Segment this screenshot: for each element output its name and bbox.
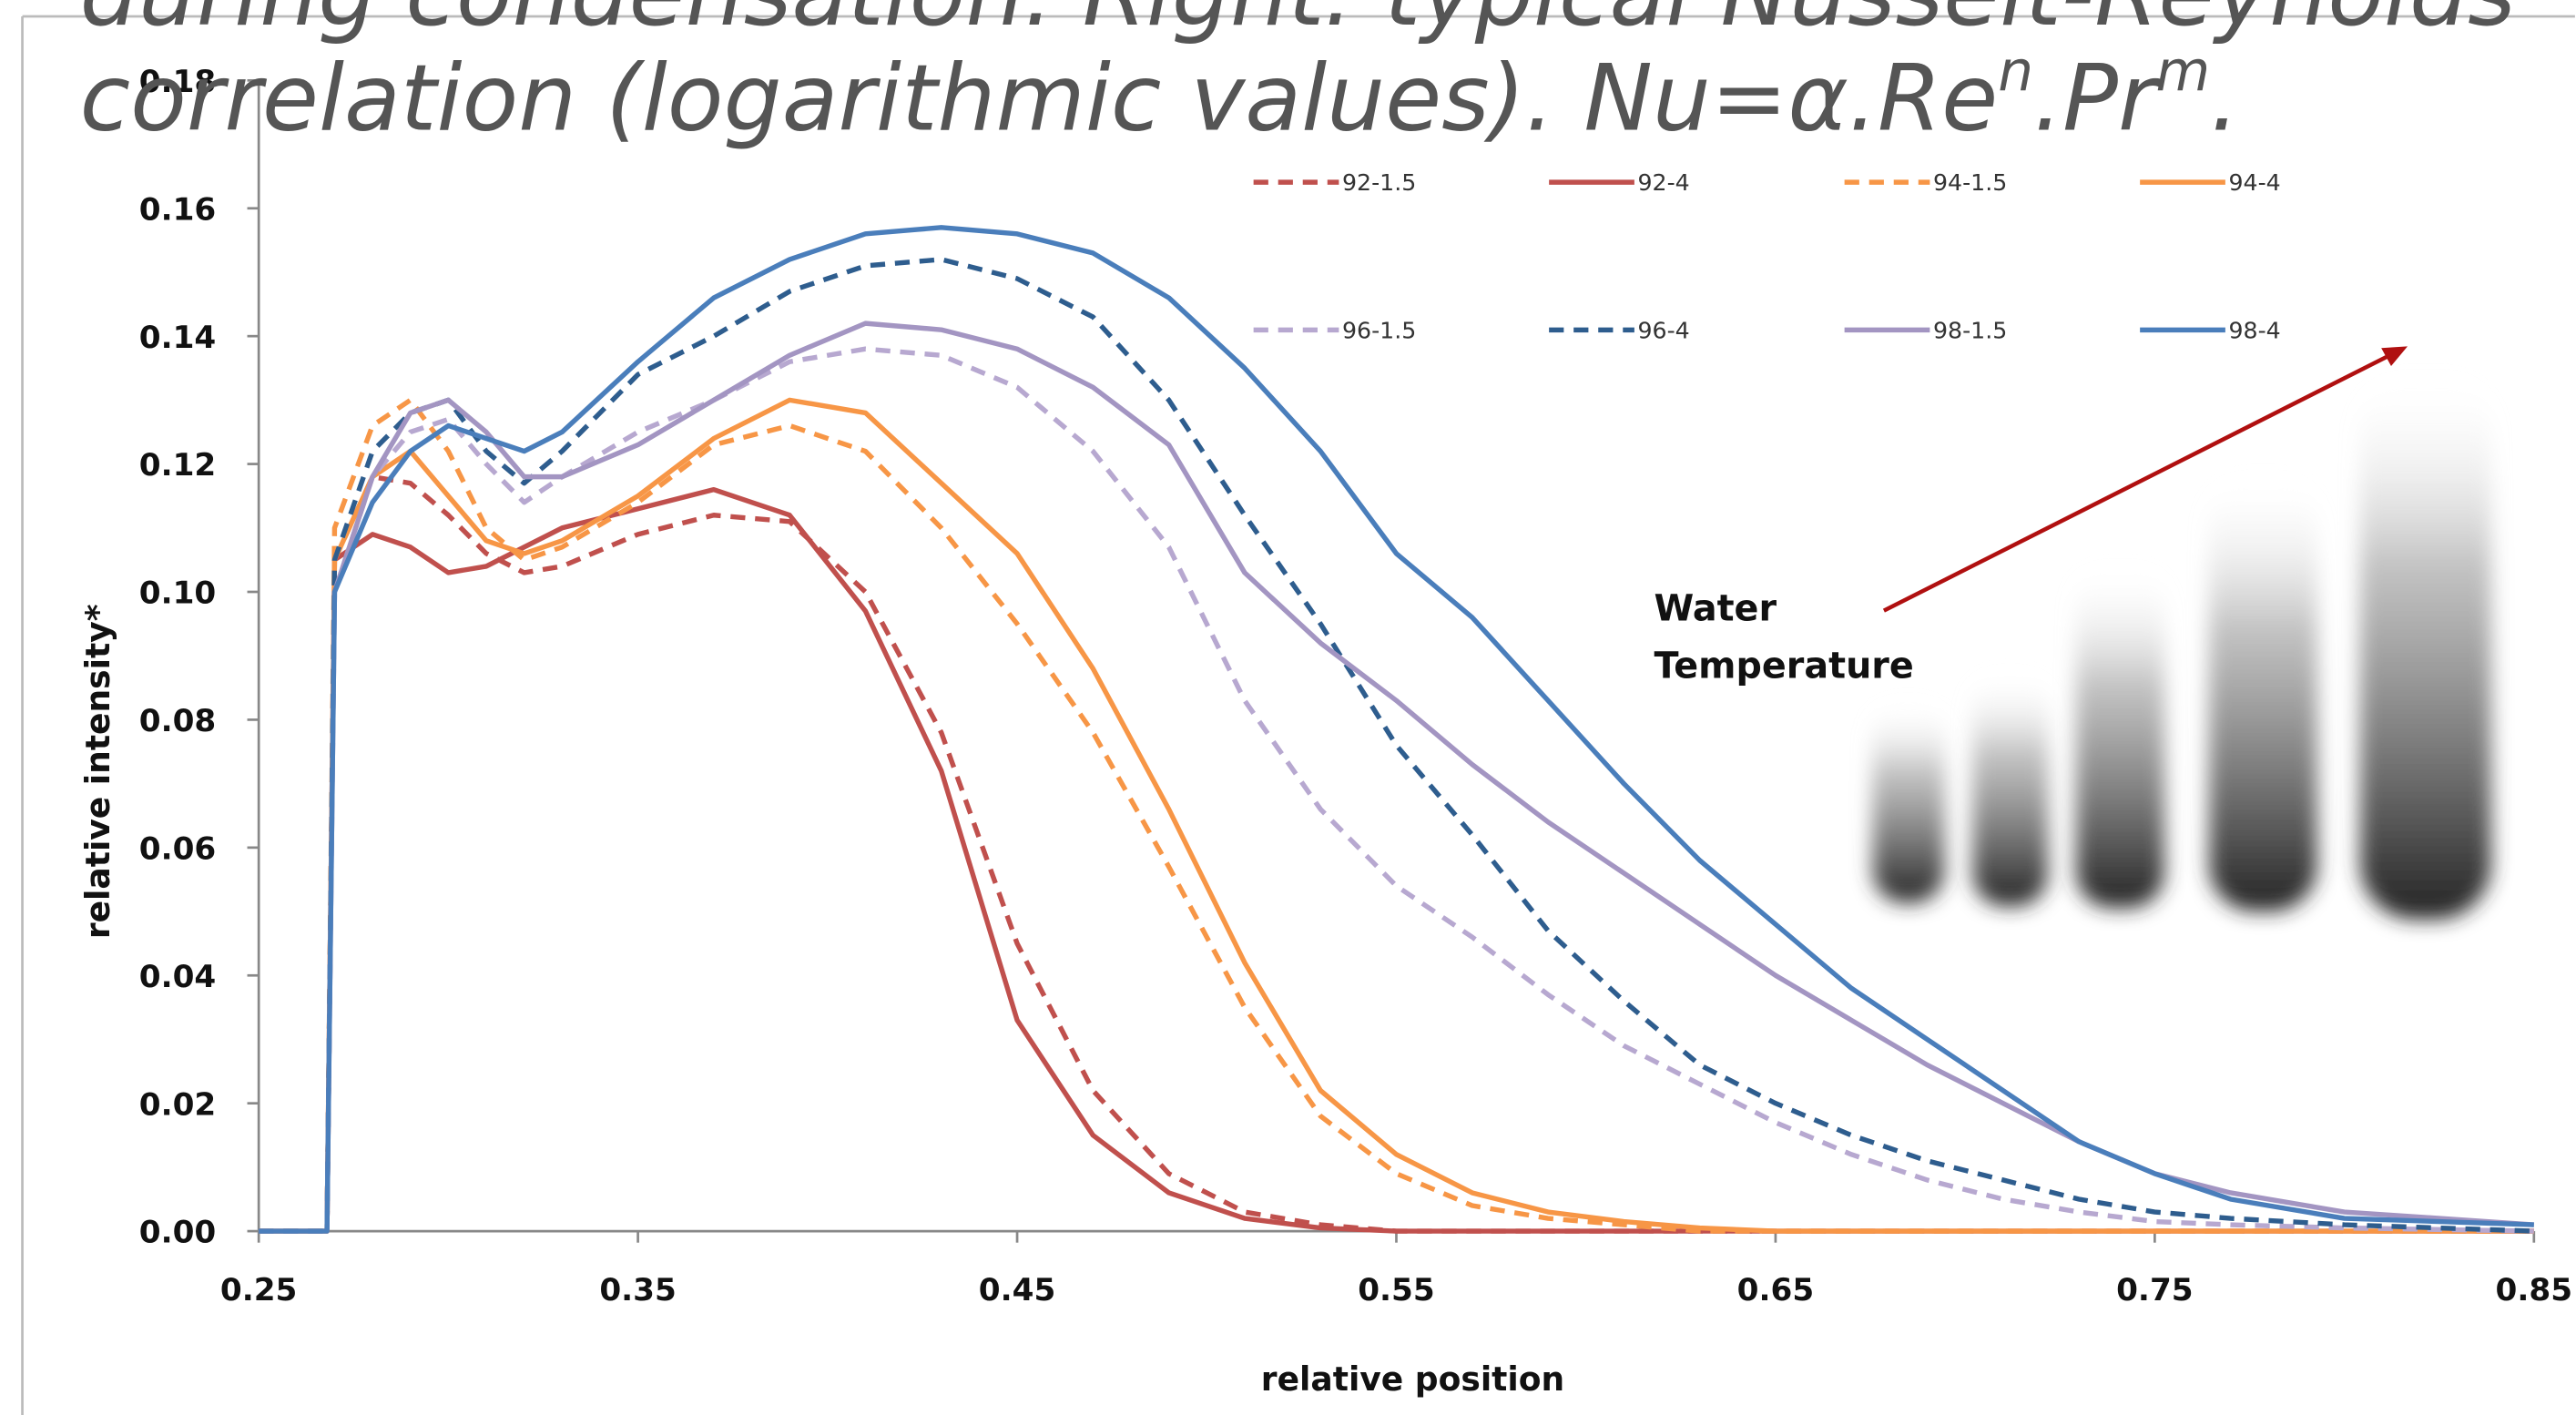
spray-image <box>1972 673 2049 907</box>
spray-image <box>2208 475 2317 911</box>
caption-superscript: n <box>1998 39 2033 104</box>
y-tick-label: 0.08 <box>139 703 217 739</box>
legend-label: 94-4 <box>2228 169 2280 196</box>
y-tick-label: 0.02 <box>139 1086 217 1123</box>
legend-label: 92-4 <box>1637 169 1689 196</box>
data-line <box>259 397 2534 1234</box>
legend-label: 98-1.5 <box>1933 317 2007 343</box>
y-tick-label: 0.10 <box>139 575 217 612</box>
caption-superscript: m <box>2156 39 2211 104</box>
caption-line: correlation (logarithmic values). Nu=α.R… <box>80 39 2240 151</box>
y-tick-label: 0.04 <box>139 959 217 995</box>
x-tick-label: 0.85 <box>2496 1272 2573 1308</box>
arrow-head <box>2381 346 2408 367</box>
y-tick-label: 0.14 <box>139 320 217 356</box>
legend-label: 98-4 <box>2228 317 2280 343</box>
spray-image <box>1872 702 1945 903</box>
data-line <box>259 321 2534 1234</box>
x-tick-label: 0.55 <box>1358 1272 1435 1308</box>
caption-line: during condensation. Right: typical Nuss… <box>80 0 2516 46</box>
spray-images <box>1872 374 2491 920</box>
legend-label: 96-4 <box>1637 317 1689 343</box>
y-tick-label: 0.18 <box>139 64 217 100</box>
spray-image <box>2359 374 2491 920</box>
data-line <box>259 346 2534 1234</box>
plot-area: 0.00 0.02 0.04 0.06 0.08 0.10 0.12 0.14 0.16 0.18… <box>139 64 2572 1308</box>
x-tick-label: 0.35 <box>599 1272 677 1308</box>
data-line <box>259 225 2534 1234</box>
x-tick-label: 0.75 <box>2116 1272 2194 1308</box>
x-tick-label: 0.25 <box>220 1272 298 1308</box>
legend-label: 92-1.5 <box>1342 169 1416 196</box>
annotation: Water <box>1655 587 1777 629</box>
legend-label: 96-1.5 <box>1342 317 1416 343</box>
data-line <box>259 486 2534 1234</box>
y-tick-label: 0.12 <box>139 447 217 484</box>
y-tick-label: 0.16 <box>139 191 217 228</box>
data-line <box>259 257 2534 1234</box>
data-line <box>259 473 2534 1234</box>
x-axis-title: relative position <box>1261 1360 1564 1399</box>
spray-image <box>2075 565 2165 908</box>
data-line <box>259 397 2534 1234</box>
y-tick-label: 0.06 <box>139 830 217 867</box>
y-axis-title: relative intensity* <box>79 604 117 939</box>
annotation: Temperature <box>1655 646 1914 687</box>
caption-text: correlation (logarithmic values). Nu=α.R… <box>80 44 1999 151</box>
x-tick-label: 0.65 <box>1737 1272 1815 1308</box>
caption-text: .Pr <box>2033 44 2161 151</box>
arrow <box>1882 351 2396 613</box>
x-tick-label: 0.45 <box>979 1272 1056 1308</box>
y-tick-label: 0.00 <box>139 1215 217 1251</box>
caption-text: . <box>2210 44 2239 151</box>
legend-label: 94-1.5 <box>1933 169 2007 196</box>
